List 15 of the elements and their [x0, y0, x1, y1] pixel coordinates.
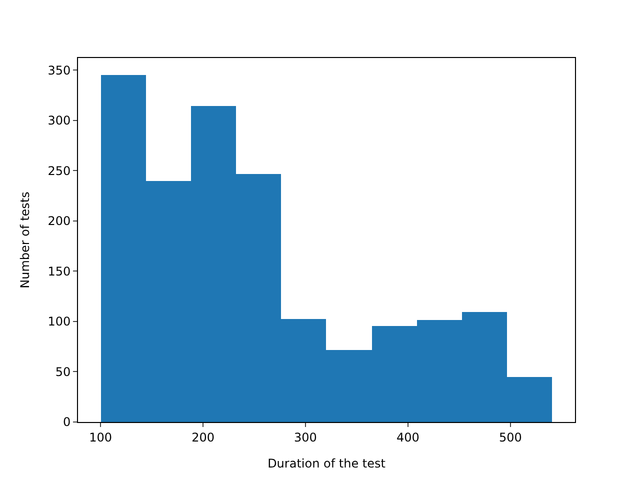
y-tick-label: 0 — [62, 415, 71, 430]
y-tick-label: 100 — [48, 314, 71, 329]
x-tick-label: 400 — [396, 430, 420, 444]
y-axis-title: Number of tests — [18, 192, 32, 288]
y-tick-label: 150 — [48, 264, 71, 278]
y-tick-label: 50 — [55, 364, 71, 379]
x-tick-label: 200 — [192, 430, 214, 444]
y-tick-label: 350 — [48, 63, 71, 78]
y-tick-label: 300 — [48, 114, 71, 128]
x-axis-title: Duration of the test — [268, 456, 386, 470]
y-tick-label: 250 — [48, 164, 71, 178]
x-tick-label: 500 — [498, 430, 522, 444]
y-tick-label: 200 — [48, 214, 71, 228]
x-tick-label: 300 — [294, 430, 317, 444]
x-tick-label: 100 — [89, 430, 112, 444]
